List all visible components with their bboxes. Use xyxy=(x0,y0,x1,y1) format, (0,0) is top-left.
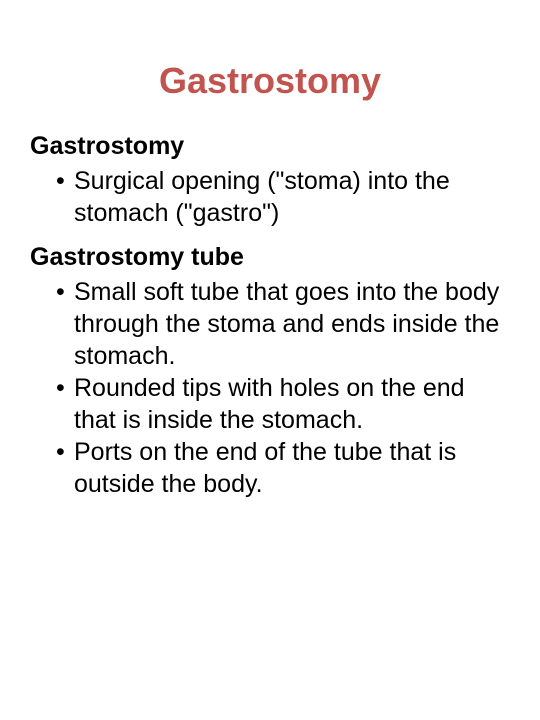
bullet-list-0: Surgical opening ("stoma) into the stoma… xyxy=(30,165,510,229)
section-0: Gastrostomy Surgical opening ("stoma) in… xyxy=(30,132,510,229)
section-heading-0: Gastrostomy xyxy=(30,132,510,161)
bullet-list-1: Small soft tube that goes into the body … xyxy=(30,276,510,500)
bullet-item: Rounded tips with holes on the end that … xyxy=(74,372,510,436)
bullet-item: Small soft tube that goes into the body … xyxy=(74,276,510,372)
bullet-item: Surgical opening ("stoma) into the stoma… xyxy=(74,165,510,229)
bullet-item: Ports on the end of the tube that is out… xyxy=(74,436,510,500)
section-heading-1: Gastrostomy tube xyxy=(30,243,510,272)
slide-container: Gastrostomy Gastrostomy Surgical opening… xyxy=(0,0,540,544)
section-1: Gastrostomy tube Small soft tube that go… xyxy=(30,243,510,500)
slide-title: Gastrostomy xyxy=(30,60,510,102)
